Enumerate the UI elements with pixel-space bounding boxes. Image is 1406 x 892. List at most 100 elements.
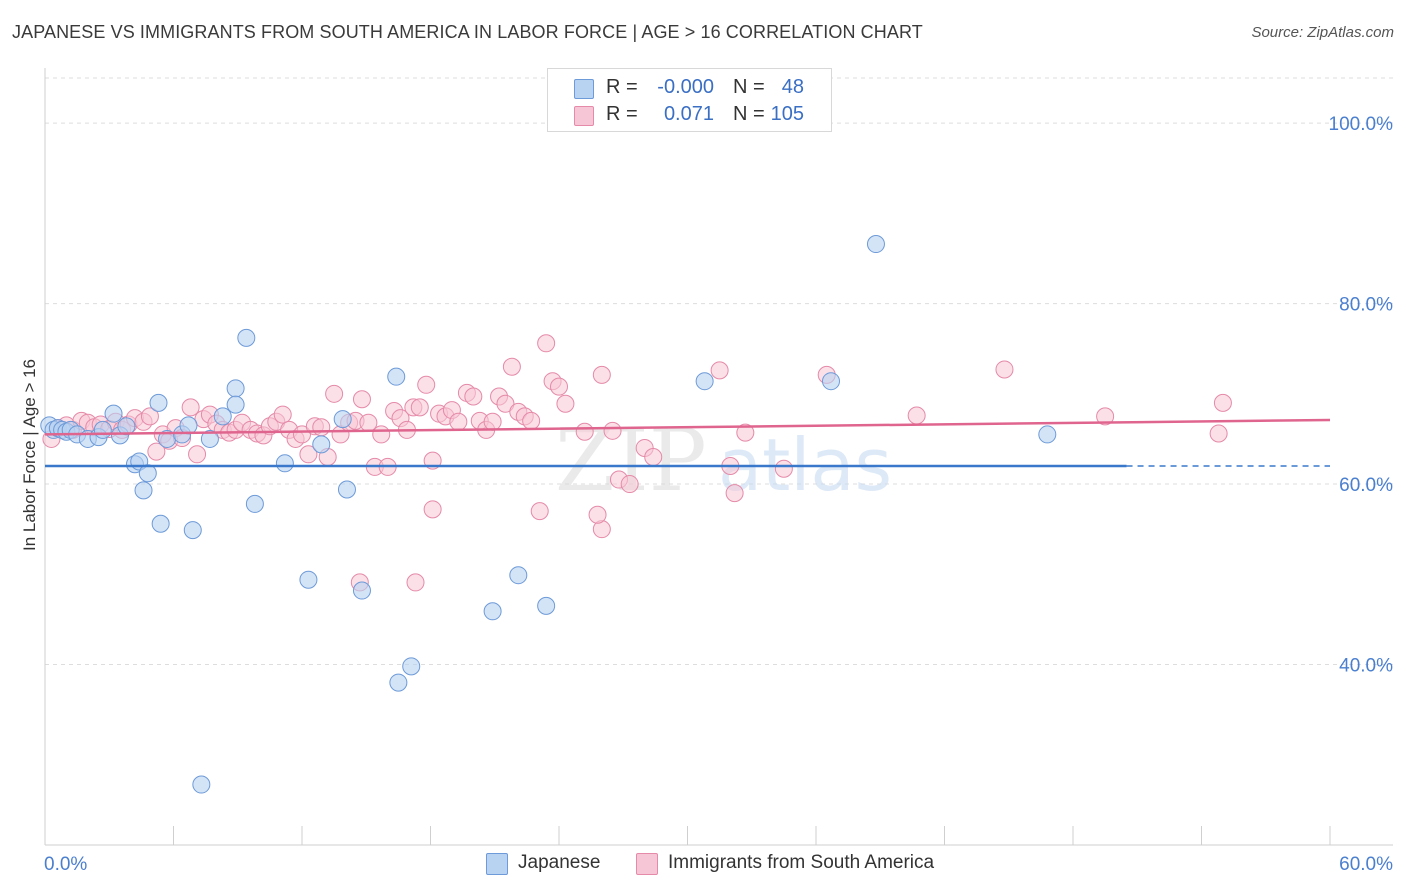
point-immigrants xyxy=(1213,393,1232,412)
y-tick-label: 60.0% xyxy=(1339,475,1393,496)
point-immigrants xyxy=(774,459,793,478)
point-japanese xyxy=(237,328,256,347)
point-japanese xyxy=(138,464,157,483)
point-immigrants xyxy=(556,394,575,413)
point-japanese xyxy=(695,372,714,391)
point-immigrants xyxy=(592,365,611,384)
legend-row-immigrants: R = 0.071 N = 105 xyxy=(548,102,831,128)
point-immigrants xyxy=(410,398,429,417)
legend-r-value: 0.071 xyxy=(663,103,714,125)
y-axis-label: In Labor Force | Age > 16 xyxy=(20,359,39,551)
x-tick-label: 0.0% xyxy=(44,854,87,875)
trend-lines xyxy=(44,418,1331,468)
point-immigrants xyxy=(423,500,442,519)
point-japanese xyxy=(387,367,406,386)
trend-line-immigrants xyxy=(44,418,1331,436)
point-immigrants xyxy=(588,505,607,524)
point-immigrants xyxy=(293,425,311,444)
point-immigrants xyxy=(464,387,483,406)
point-immigrants xyxy=(644,447,663,466)
point-japanese xyxy=(192,775,211,794)
point-immigrants xyxy=(725,484,744,503)
point-immigrants xyxy=(603,421,622,440)
point-japanese xyxy=(389,673,408,692)
legend-label-immigrants: Immigrants from South America xyxy=(668,852,935,873)
legend-r-label: R = xyxy=(606,103,638,125)
point-japanese xyxy=(104,404,123,423)
point-immigrants xyxy=(496,394,515,413)
point-immigrants xyxy=(483,412,502,431)
point-japanese xyxy=(200,429,219,448)
point-immigrants xyxy=(502,357,521,376)
point-immigrants xyxy=(537,334,556,353)
point-japanese xyxy=(299,570,318,589)
legend-swatch-japanese xyxy=(574,79,594,99)
correlation-legend: R = -0.000 N = 48 R = 0.071 N = 105 xyxy=(547,68,832,132)
legend-r-value: -0.000 xyxy=(657,76,714,98)
legend-swatch-immigrants xyxy=(636,853,658,875)
point-japanese xyxy=(213,407,232,426)
point-immigrants xyxy=(325,384,344,403)
point-immigrants xyxy=(710,361,729,380)
point-immigrants xyxy=(1096,407,1115,426)
point-japanese xyxy=(509,566,528,585)
point-japanese xyxy=(183,521,202,540)
watermark-zip: ZIP xyxy=(555,411,707,511)
point-japanese xyxy=(312,435,331,454)
source-label: Source: ZipAtlas.com xyxy=(1251,24,1394,41)
legend-n-label: N = xyxy=(733,103,765,125)
point-immigrants xyxy=(312,418,331,437)
point-immigrants xyxy=(449,412,468,431)
point-japanese xyxy=(1038,425,1057,444)
point-immigrants xyxy=(188,445,207,464)
y-tick-label: 80.0% xyxy=(1339,295,1393,316)
point-japanese xyxy=(352,581,371,600)
series-japanese-points xyxy=(40,235,1057,794)
point-immigrants xyxy=(372,425,391,444)
point-immigrants xyxy=(995,360,1014,379)
legend-n-label: N = xyxy=(733,76,765,98)
point-immigrants xyxy=(575,422,594,441)
point-immigrants xyxy=(273,405,292,424)
point-japanese xyxy=(117,417,136,436)
legend-swatch-immigrants xyxy=(574,106,594,126)
point-japanese xyxy=(226,395,245,414)
point-immigrants xyxy=(352,390,371,409)
point-immigrants xyxy=(736,423,755,442)
point-immigrants xyxy=(359,413,378,432)
point-japanese xyxy=(537,596,556,615)
legend-n-value: 105 xyxy=(770,103,804,125)
point-japanese xyxy=(226,379,245,398)
point-japanese xyxy=(149,393,168,412)
axes xyxy=(44,68,1393,846)
point-japanese xyxy=(245,494,264,513)
point-japanese xyxy=(337,480,356,499)
legend-r-label: R = xyxy=(606,76,638,98)
y-tick-label: 100.0% xyxy=(1329,114,1394,135)
point-japanese xyxy=(275,454,294,473)
point-japanese xyxy=(483,602,502,621)
legend-row-japanese: R = -0.000 N = 48 xyxy=(548,75,831,101)
point-immigrants xyxy=(620,475,639,494)
y-tick-label: 40.0% xyxy=(1339,656,1393,677)
point-immigrants xyxy=(299,445,318,464)
point-immigrants xyxy=(140,407,159,426)
point-immigrants xyxy=(550,377,568,396)
point-japanese xyxy=(93,420,112,439)
point-immigrants xyxy=(530,502,549,521)
point-japanese xyxy=(134,481,153,500)
point-immigrants xyxy=(181,398,200,417)
point-japanese xyxy=(866,235,885,254)
tick-labels: 40.0% 60.0% 80.0% 100.0% 0.0% 60.0% xyxy=(44,114,1393,875)
point-japanese xyxy=(402,657,421,676)
point-japanese xyxy=(333,410,352,429)
point-immigrants xyxy=(522,411,541,430)
point-japanese xyxy=(179,416,198,435)
chart-title: JAPANESE VS IMMIGRANTS FROM SOUTH AMERIC… xyxy=(12,22,923,42)
point-immigrants xyxy=(406,573,425,592)
point-immigrants xyxy=(417,375,436,394)
point-immigrants xyxy=(1209,424,1228,443)
legend-n-value: 48 xyxy=(781,76,804,98)
legend-label-japanese: Japanese xyxy=(518,852,601,873)
